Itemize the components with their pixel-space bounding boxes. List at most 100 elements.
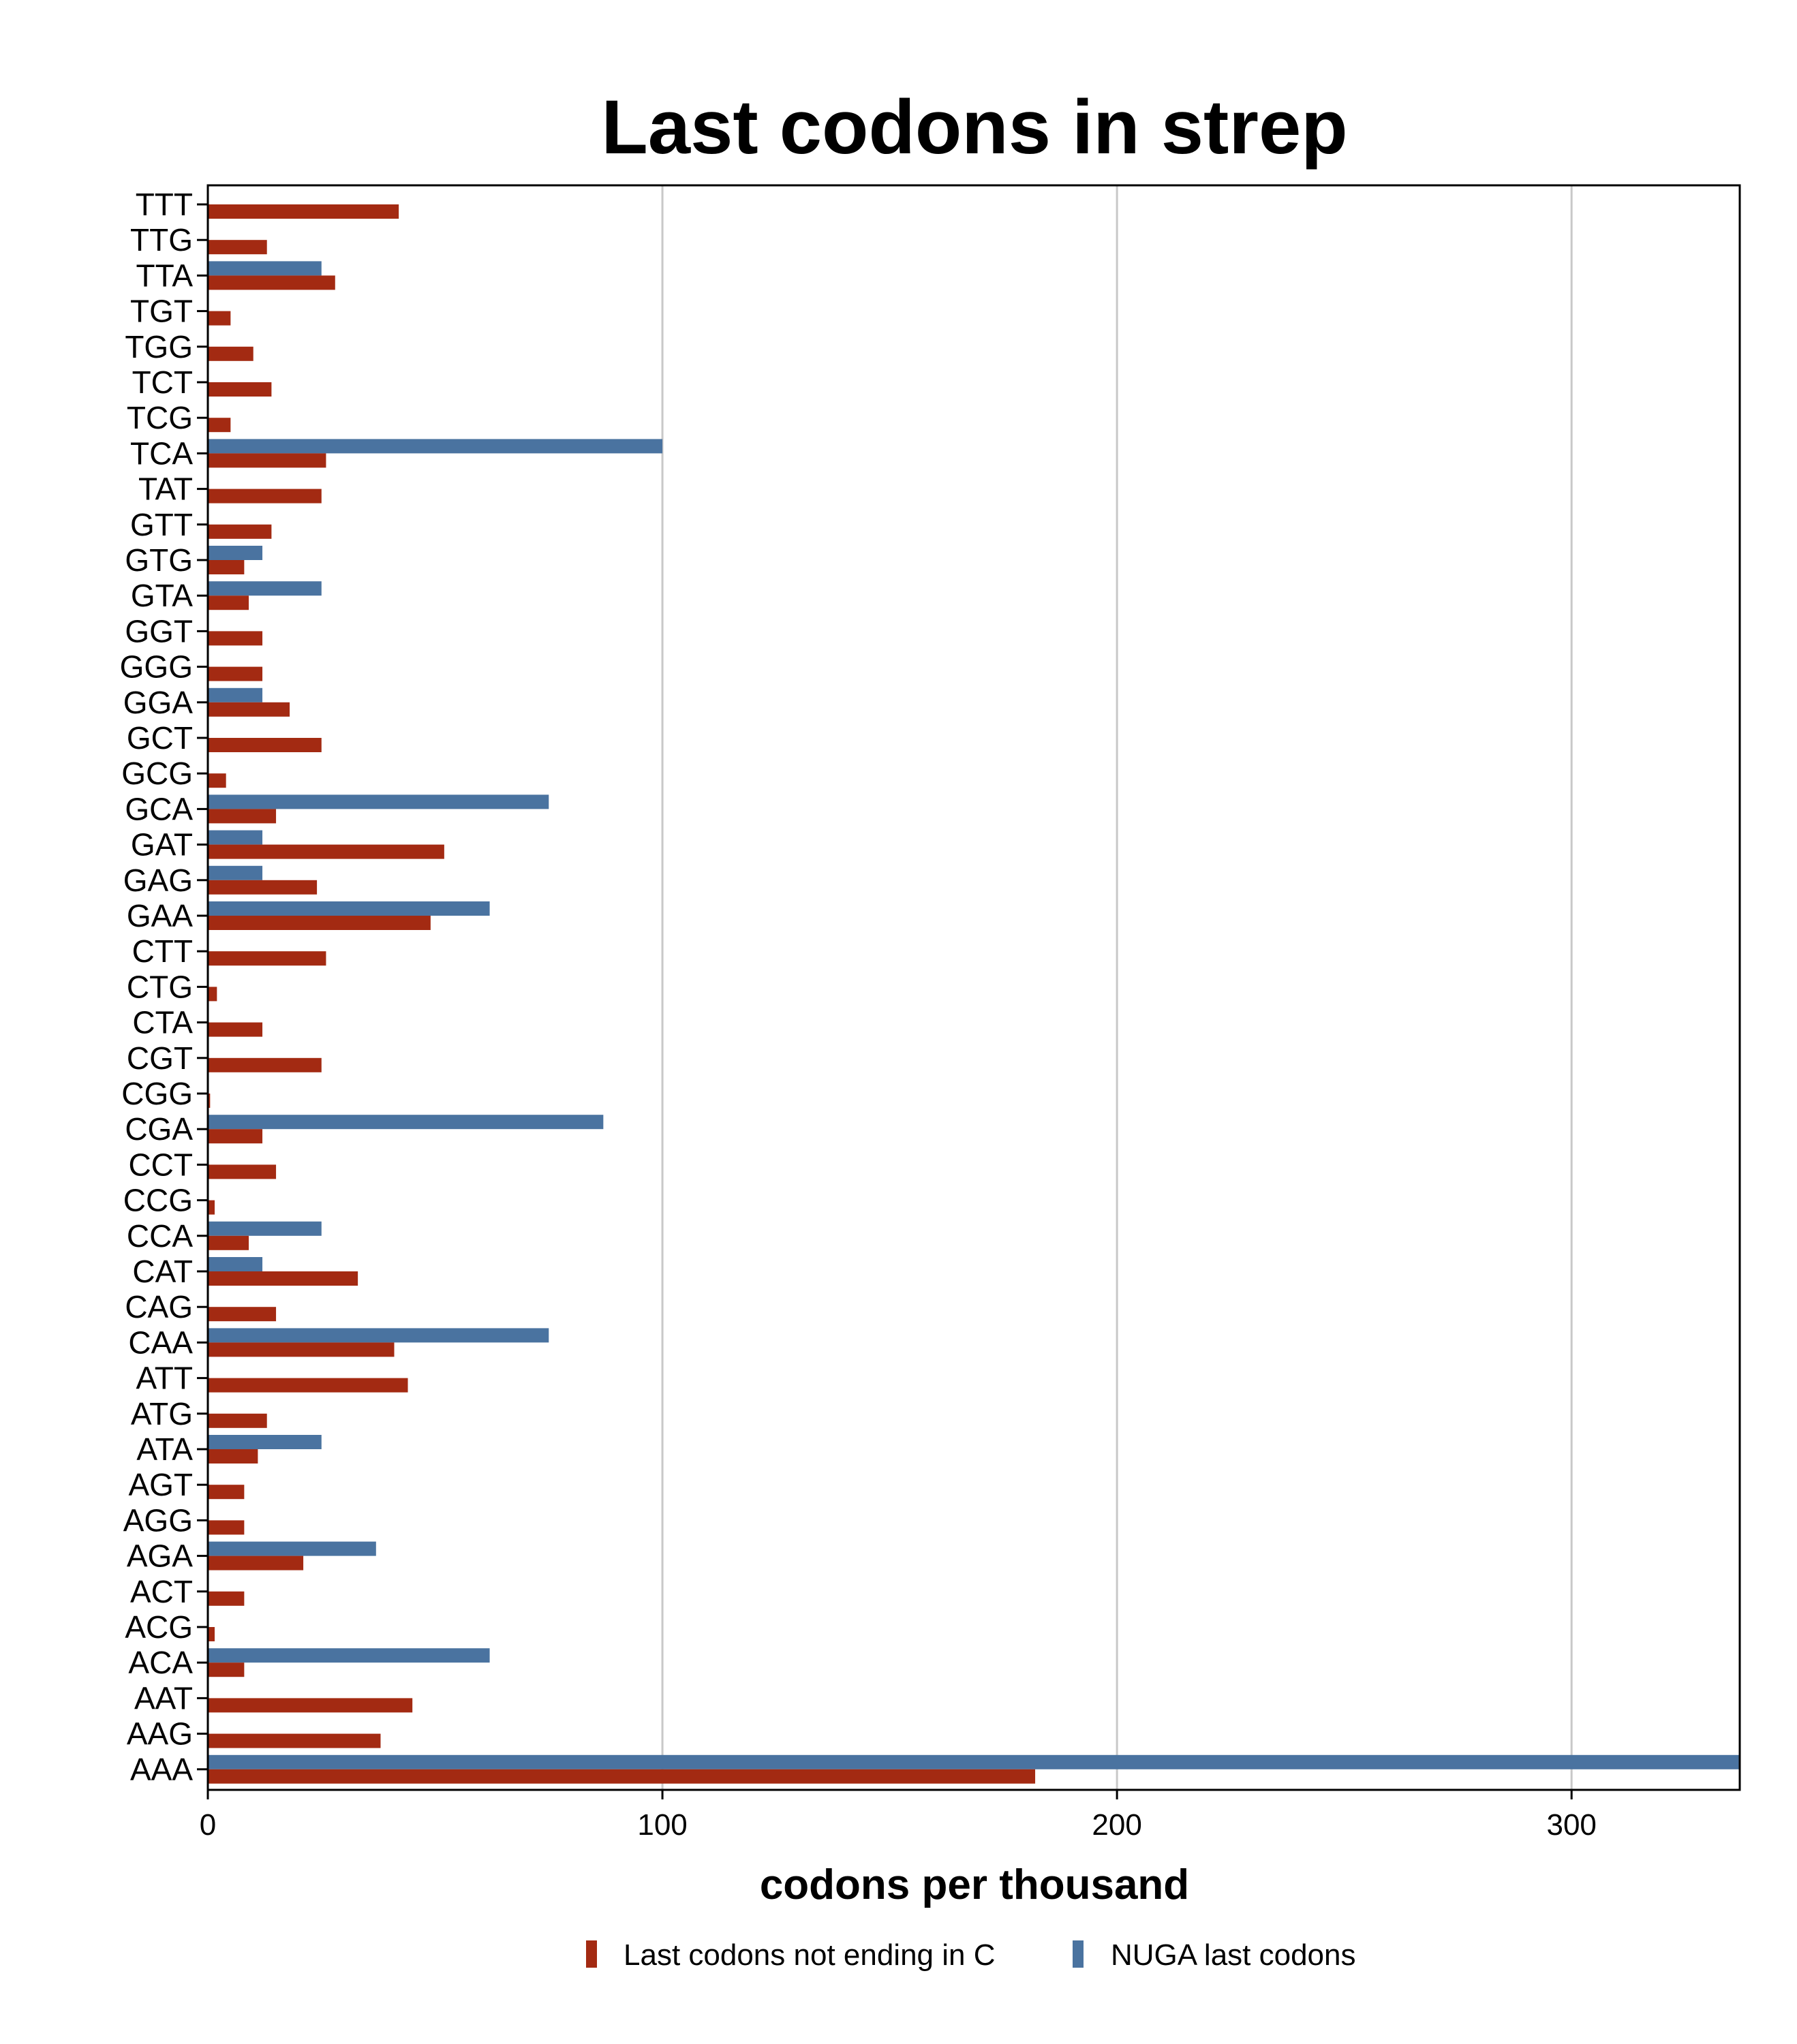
chart-title: Last codons in strep — [601, 84, 1347, 170]
y-tick-label-atg: ATG — [131, 1396, 193, 1431]
y-tick-label-tcg: TCG — [127, 400, 193, 435]
bar-nuga-gat — [208, 830, 263, 845]
x-axis-label: codons per thousand — [760, 1861, 1189, 1908]
bar-nuga-cat — [208, 1257, 263, 1271]
bar-nuga-gtg — [208, 546, 263, 560]
y-tick-label-ctt: CTT — [132, 933, 193, 969]
x-tick-label: 100 — [637, 1808, 687, 1842]
plot-frame — [206, 184, 1741, 1791]
x-axis: 0 100 200 300 — [200, 1790, 1597, 1842]
y-tick-label-cta: CTA — [132, 1005, 193, 1040]
bar-nuga-gag — [208, 865, 263, 880]
bar-nuga-cca — [208, 1221, 322, 1236]
x-tick-label: 0 — [200, 1808, 216, 1842]
bar-not-ending-c-tcg — [208, 418, 231, 433]
bar-not-ending-c-ctg — [208, 987, 217, 1002]
bar-not-ending-c-cat — [208, 1271, 358, 1286]
bar-not-ending-c-aat — [208, 1698, 413, 1713]
y-tick-label-acg: ACG — [125, 1609, 193, 1645]
bar-nuga-gta — [208, 581, 322, 596]
bar-not-ending-c-cgg — [208, 1094, 211, 1108]
bar-not-ending-c-ggt — [208, 631, 263, 646]
bar-not-ending-c-caa — [208, 1342, 395, 1357]
y-tick-label-ccg: CCG — [123, 1183, 193, 1218]
bar-nuga-aga — [208, 1541, 376, 1556]
x-tick-label: 300 — [1546, 1808, 1596, 1842]
y-tick-label-tgt: TGT — [130, 294, 193, 329]
legend-label-1: NUGA last codons — [1111, 1938, 1356, 1972]
bar-nuga-tca — [208, 439, 663, 454]
y-tick-label-ggt: GGT — [125, 613, 193, 649]
bar-not-ending-c-atg — [208, 1413, 267, 1428]
bar-not-ending-c-tgg — [208, 346, 254, 361]
y-tick-label-agt: AGT — [128, 1467, 193, 1502]
y-tick-label-tat: TAT — [138, 471, 193, 507]
y-tick-label-aaa: AAA — [130, 1752, 193, 1787]
y-tick-label-tca: TCA — [130, 435, 193, 471]
bar-not-ending-c-ata — [208, 1449, 258, 1464]
bar-nuga-gaa — [208, 901, 490, 916]
y-tick-label-ata: ATA — [136, 1431, 193, 1467]
bar-not-ending-c-aga — [208, 1555, 304, 1570]
bar-not-ending-c-gaa — [208, 916, 431, 930]
bar-nuga-ata — [208, 1435, 322, 1449]
bar-not-ending-c-tca — [208, 453, 326, 468]
bar-nuga-aca — [208, 1648, 490, 1663]
bar-not-ending-c-gat — [208, 844, 444, 859]
y-tick-label-gtt: GTT — [130, 507, 193, 542]
y-tick-label-gcg: GCG — [121, 756, 193, 791]
bar-not-ending-c-agt — [208, 1485, 245, 1500]
bar-not-ending-c-tct — [208, 382, 272, 397]
bar-not-ending-c-tat — [208, 489, 322, 504]
bar-not-ending-c-cca — [208, 1235, 249, 1250]
bar-not-ending-c-gtg — [208, 560, 245, 574]
y-tick-label-gca: GCA — [125, 791, 193, 826]
y-tick-label-aat: AAT — [134, 1680, 193, 1716]
bar-nuga-caa — [208, 1328, 549, 1343]
bar-not-ending-c-gag — [208, 880, 318, 895]
bar-not-ending-c-agg — [208, 1520, 245, 1535]
y-tick-label-ttg: TTG — [130, 222, 193, 258]
grid-lines — [661, 185, 1573, 1790]
y-tick-label-tta: TTA — [136, 258, 194, 293]
x-tick-label: 200 — [1092, 1808, 1141, 1842]
bar-not-ending-c-acg — [208, 1627, 215, 1641]
bar-not-ending-c-tta — [208, 275, 335, 290]
bar-not-ending-c-ttg — [208, 240, 267, 255]
y-tick-label-aag: AAG — [127, 1716, 193, 1752]
bars — [208, 204, 1740, 1784]
y-tick-label-cca: CCA — [127, 1218, 193, 1254]
y-axis: TTTTTGTTATGTTGGTCTTCGTCATATGTTGTGGTAGGTG… — [120, 187, 208, 1787]
legend-swatch-0 — [586, 1940, 597, 1968]
bar-not-ending-c-ggg — [208, 666, 263, 681]
bar-not-ending-c-tgt — [208, 311, 231, 326]
y-tick-label-cgt: CGT — [127, 1040, 193, 1076]
legend-label-0: Last codons not ending in C — [624, 1938, 996, 1972]
y-tick-label-gat: GAT — [131, 827, 193, 863]
bar-not-ending-c-ttt — [208, 204, 399, 219]
bar-not-ending-c-aag — [208, 1733, 381, 1748]
bar-not-ending-c-gtt — [208, 524, 272, 539]
y-tick-label-att: ATT — [136, 1361, 193, 1396]
y-tick-label-cct: CCT — [128, 1147, 193, 1182]
bar-not-ending-c-ctt — [208, 951, 326, 966]
bar-not-ending-c-gga — [208, 702, 290, 717]
bar-not-ending-c-cgt — [208, 1057, 322, 1072]
y-tick-label-ggg: GGG — [120, 649, 193, 685]
bar-nuga-cga — [208, 1115, 604, 1130]
y-tick-label-act: ACT — [130, 1574, 193, 1609]
y-tick-label-gag: GAG — [123, 863, 193, 898]
bar-not-ending-c-aaa — [208, 1769, 1036, 1784]
bar-not-ending-c-act — [208, 1591, 245, 1606]
y-tick-label-agg: AGG — [123, 1502, 193, 1538]
y-tick-label-aca: ACA — [128, 1645, 193, 1680]
bar-not-ending-c-gct — [208, 738, 322, 752]
y-tick-label-cgg: CGG — [121, 1076, 193, 1111]
y-tick-label-caa: CAA — [128, 1325, 193, 1360]
bar-not-ending-c-gta — [208, 595, 249, 610]
y-tick-label-tct: TCT — [132, 365, 193, 400]
y-tick-label-cat: CAT — [132, 1254, 193, 1289]
bar-not-ending-c-cag — [208, 1307, 277, 1322]
bar-not-ending-c-gca — [208, 809, 277, 824]
y-tick-label-gaa: GAA — [127, 898, 193, 933]
